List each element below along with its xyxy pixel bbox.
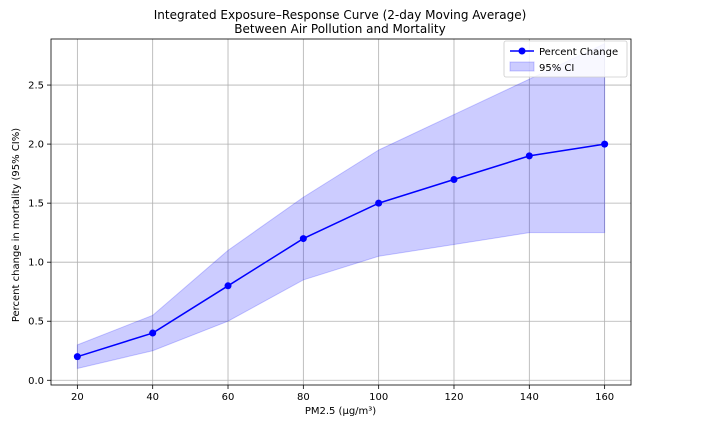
x-tick-label: 120 [444, 392, 463, 403]
y-tick-label: 0.5 [28, 317, 44, 328]
grid [51, 39, 631, 385]
series-line [77, 143, 605, 358]
data-point [149, 329, 157, 337]
legend-box [503, 40, 628, 78]
x-tick-label: 20 [71, 392, 84, 403]
x-tick-label: 80 [297, 392, 310, 403]
x-axis-label: PM2.5 (μg/m³) [305, 406, 376, 417]
data-points [73, 140, 609, 361]
x-tick-label: 40 [146, 392, 159, 403]
ci-band [76, 42, 606, 370]
x-tick-label: 100 [369, 392, 388, 403]
data-point [525, 152, 533, 160]
chart-title: Integrated Exposure–Response Curve (2-da… [154, 8, 527, 22]
data-point [73, 353, 81, 361]
x-axis-ticks: 20 40 60 80 100 120 140 160 [71, 385, 614, 403]
data-point [375, 199, 383, 207]
x-tick-label: 160 [595, 392, 614, 403]
data-point [299, 235, 307, 243]
y-axis-ticks: 0.0 0.5 1.0 1.5 2.0 2.5 [28, 81, 51, 387]
data-point [224, 282, 232, 290]
legend-label-band: 95% CI [539, 63, 574, 74]
legend-swatch-band [509, 61, 535, 72]
x-tick-label: 140 [520, 392, 539, 403]
y-tick-label: 2.5 [28, 81, 44, 92]
y-tick-label: 0.0 [28, 376, 44, 387]
legend-swatch-marker [518, 47, 526, 55]
data-point [450, 176, 458, 184]
y-axis-label: Percent change in mortality (95% CI%) [11, 128, 22, 322]
data-point [601, 140, 609, 148]
chart-subtitle: Between Air Pollution and Mortality [234, 22, 445, 36]
legend: Percent Change 95% CI [503, 40, 628, 78]
y-tick-label: 1.5 [28, 199, 44, 210]
legend-label-series: Percent Change [539, 47, 618, 58]
y-tick-label: 2.0 [28, 140, 44, 151]
x-tick-label: 60 [222, 392, 235, 403]
plot-frame [50, 38, 632, 386]
y-tick-label: 1.0 [28, 258, 44, 269]
